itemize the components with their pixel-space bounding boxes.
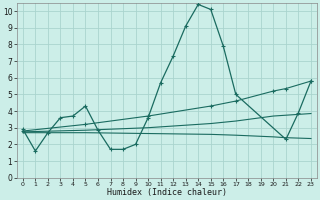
X-axis label: Humidex (Indice chaleur): Humidex (Indice chaleur) (107, 188, 227, 197)
